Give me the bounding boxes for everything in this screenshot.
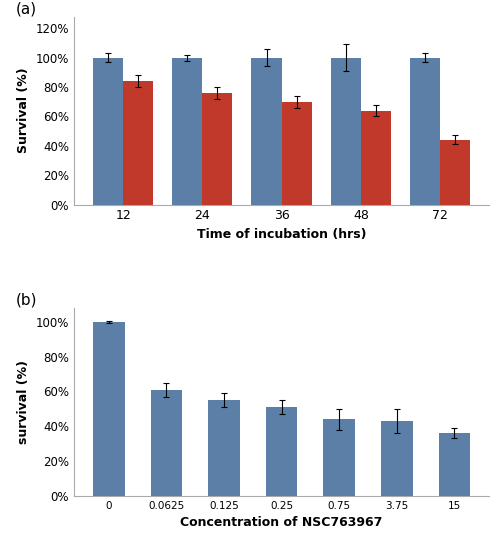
Bar: [381, 421, 412, 496]
Bar: [361, 111, 391, 204]
Bar: [324, 419, 355, 496]
Bar: [172, 58, 203, 204]
Bar: [282, 102, 312, 204]
Bar: [123, 81, 153, 204]
Bar: [151, 390, 182, 496]
X-axis label: Time of incubation (hrs): Time of incubation (hrs): [197, 228, 367, 241]
Y-axis label: survival (%): survival (%): [17, 360, 30, 444]
X-axis label: Concentration of NSC763967: Concentration of NSC763967: [180, 516, 383, 530]
Bar: [93, 58, 123, 204]
Bar: [251, 58, 282, 204]
Bar: [203, 93, 233, 204]
Bar: [439, 433, 470, 496]
Bar: [330, 58, 361, 204]
Bar: [440, 140, 470, 204]
Bar: [410, 58, 440, 204]
Bar: [93, 322, 124, 496]
Bar: [266, 407, 297, 496]
Text: (b): (b): [16, 293, 38, 308]
Y-axis label: Survival (%): Survival (%): [17, 68, 30, 153]
Bar: [208, 400, 240, 496]
Text: (a): (a): [16, 2, 37, 17]
